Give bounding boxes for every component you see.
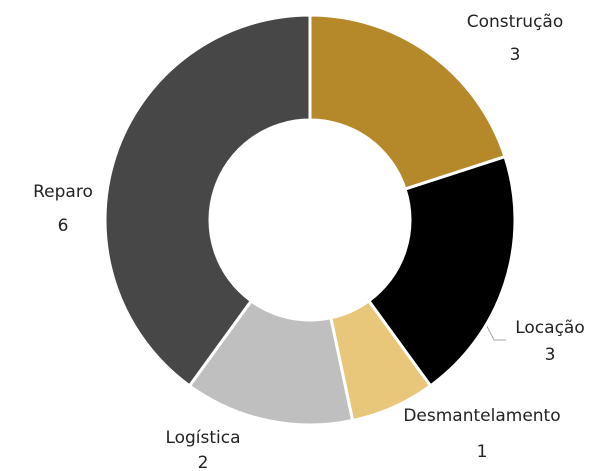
donut-slice xyxy=(366,154,517,388)
slice-label: Desmantelamento xyxy=(403,406,560,426)
slice-value: 3 xyxy=(545,345,556,365)
slice-value: 1 xyxy=(477,442,488,462)
slice-label: Construção xyxy=(467,12,564,32)
donut-slice xyxy=(308,13,507,191)
slice-value: 6 xyxy=(58,216,69,236)
slice-label: Reparo xyxy=(33,182,93,202)
slice-value: 2 xyxy=(198,453,209,471)
donut-slice xyxy=(103,13,312,388)
slice-label: Logística xyxy=(165,428,240,448)
slice-value: 3 xyxy=(510,45,521,65)
slice-label: Locação xyxy=(515,318,585,338)
